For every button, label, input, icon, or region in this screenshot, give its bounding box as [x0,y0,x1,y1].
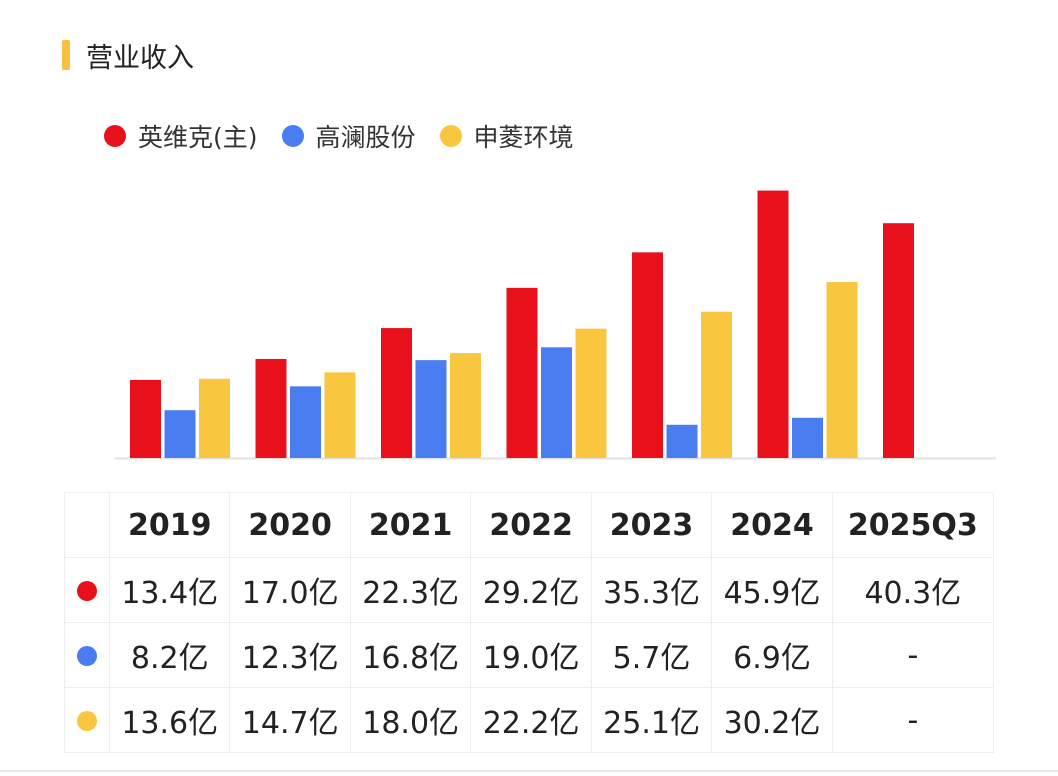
table-header-cell: 2023 [590,492,713,558]
table-cell: 35.3亿 [590,557,713,623]
table-header-cell: 2020 [229,492,351,558]
bar-chart [115,190,996,460]
table-cell: 13.4亿 [108,557,231,623]
table-cell: 22.3亿 [349,557,472,623]
legend-dot-red [104,125,126,147]
table-cell: 25.1亿 [590,687,713,753]
bar-2020-series2[interactable] [290,386,321,458]
legend-dot-yellow [439,125,462,147]
table-cell: 45.9亿 [711,557,833,623]
bar-2025Q3-series1[interactable] [883,223,914,458]
table-cell: 19.0亿 [470,622,592,688]
row-key-cell [64,622,110,688]
bar-2019-series2[interactable] [164,410,196,458]
bar-2021-series1[interactable] [381,328,412,458]
table-cell: 22.2亿 [470,687,592,753]
bar-2022-series1[interactable] [506,287,538,458]
table-row: 13.6亿 14.7亿 18.0亿 22.2亿 25.1亿 30.2亿 - [64,687,995,753]
bar-2022-series2[interactable] [541,347,572,458]
series-dot-blue [77,646,97,666]
legend-label: 高澜股份 [315,123,416,152]
table-cell: 8.2亿 [108,622,231,688]
legend-dot-blue [281,125,304,147]
table-cell: 5.7亿 [590,622,713,688]
section-accent-bar [62,40,70,70]
table-cell: 40.3亿 [831,557,995,623]
bar-2022-series3[interactable] [575,328,607,458]
bar-2023-series1[interactable] [632,252,663,458]
table-cell: 17.0亿 [229,557,351,623]
table-header-cell: 2024 [711,492,833,558]
bottom-divider [0,770,1058,772]
section-header: 营业收入 [62,38,194,74]
bar-2020-series1[interactable] [255,358,287,458]
table-header-cell: 2019 [108,492,231,558]
chart-legend: 英维克(主) 高澜股份 申菱环境 [104,118,598,154]
table-header-cell: 2022 [470,492,592,558]
table-header-cell: 2025Q3 [831,492,995,558]
table-cell: 13.6亿 [108,687,231,753]
bar-2023-series2[interactable] [666,424,698,458]
table-cell: 29.2亿 [470,557,592,623]
table-cell: - [831,622,995,688]
table-cell: 12.3亿 [229,622,351,688]
bar-2021-series3[interactable] [450,353,481,458]
row-key-cell [64,557,110,623]
bar-2024-series1[interactable] [757,190,789,458]
data-table: 2019 2020 2021 2022 2023 2024 2025Q3 13.… [64,492,995,753]
legend-item-series2[interactable]: 高澜股份 [281,118,416,154]
row-key-cell [64,687,110,753]
bar-2024-series3[interactable] [826,282,858,458]
table-cell: 18.0亿 [349,687,472,753]
table-header-cell: 2021 [349,492,472,558]
table-row: 13.4亿 17.0亿 22.3亿 29.2亿 35.3亿 45.9亿 40.3… [64,557,995,623]
bar-2019-series1[interactable] [130,379,161,458]
bar-2021-series2[interactable] [415,360,447,458]
bar-2020-series3[interactable] [324,372,356,458]
bar-2019-series3[interactable] [199,378,230,458]
bar-2023-series3[interactable] [701,311,732,458]
series-dot-yellow [77,711,97,731]
table-cell: 6.9亿 [711,622,833,688]
table-header-row: 2019 2020 2021 2022 2023 2024 2025Q3 [64,492,995,558]
table-cell: 30.2亿 [711,687,833,753]
legend-item-series1[interactable]: 英维克(主) [104,118,258,154]
legend-label: 英维克(主) [138,123,258,152]
bar-2024-series2[interactable] [792,417,823,458]
table-cell: 14.7亿 [229,687,351,753]
legend-label: 申菱环境 [473,123,574,152]
table-row: 8.2亿 12.3亿 16.8亿 19.0亿 5.7亿 6.9亿 - [64,622,995,688]
table-cell: 16.8亿 [349,622,472,688]
table-cell: - [831,687,995,753]
section-title: 营业收入 [86,42,194,74]
table-corner-cell [64,492,110,558]
legend-item-series3[interactable]: 申菱环境 [439,118,574,154]
series-dot-red [77,581,97,601]
